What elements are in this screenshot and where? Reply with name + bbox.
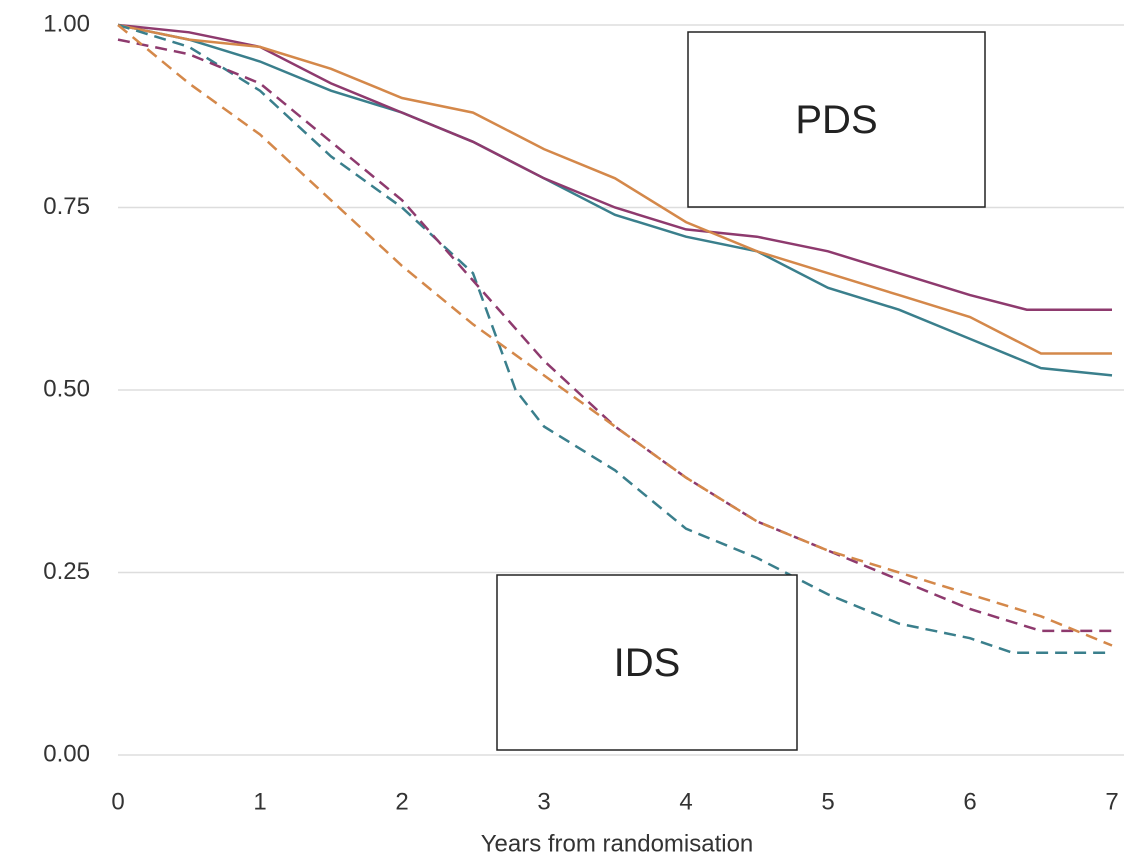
y-tick-label: 0.75 [43, 193, 90, 220]
x-axis-label: Years from randomisation [481, 830, 754, 857]
annotation: PDS [795, 98, 877, 142]
x-tick-label: 0 [111, 788, 124, 815]
x-tick-label: 4 [679, 788, 692, 815]
annotation-box [496, 574, 798, 751]
survival-curve [117, 24, 1113, 647]
x-tick-label: 2 [395, 788, 408, 815]
x-tick-label: 5 [821, 788, 834, 815]
survival-curve [117, 23, 1112, 311]
y-tick-label: 0.00 [43, 740, 90, 767]
x-tick-label: 3 [537, 788, 550, 815]
survival-curve [117, 23, 1113, 377]
survival-curve [117, 38, 1112, 633]
annotation: IDS [614, 641, 681, 685]
y-tick-label: 0.50 [43, 375, 90, 402]
annotation-box [687, 31, 986, 208]
survival-curve [117, 23, 1112, 355]
x-tick-label: 7 [1105, 788, 1118, 815]
x-tick-label: 6 [963, 788, 976, 815]
x-tick-label: 1 [253, 788, 266, 815]
y-tick-label: 1.00 [43, 10, 90, 37]
survival-curve [117, 23, 1112, 655]
y-tick-label: 0.25 [43, 558, 90, 585]
